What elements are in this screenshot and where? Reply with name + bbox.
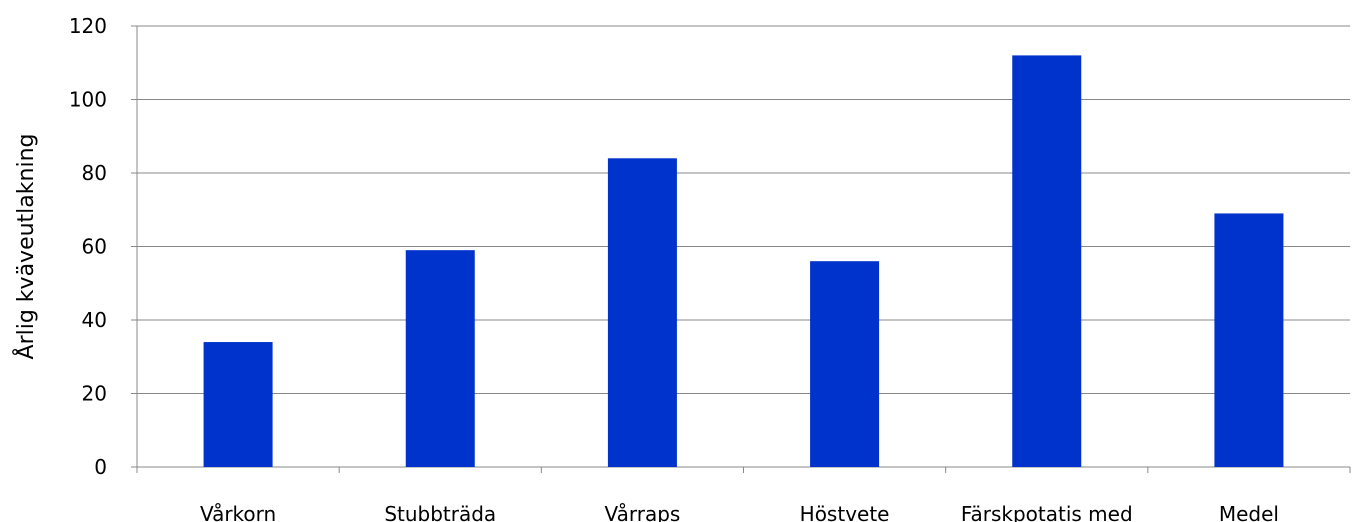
bar-höstvete <box>810 261 880 467</box>
x-category-label: Vårkorn <box>200 502 276 522</box>
bar-vårkorn <box>203 342 273 467</box>
y-tick-label: 0 <box>94 455 107 479</box>
y-axis-title: Årlig kväveutlakning <box>12 134 39 360</box>
x-category-label: Stubbträda <box>384 502 496 522</box>
y-tick-label: 20 <box>82 382 107 406</box>
bar-vårraps <box>607 158 677 468</box>
bar-medel <box>1214 213 1284 467</box>
x-category-label: Vårraps <box>604 502 680 522</box>
y-tick-labels: 0 20 40 60 80 100 120 <box>69 14 107 479</box>
y-tick-label: 40 <box>82 308 107 332</box>
y-tick-label: 120 <box>69 14 107 38</box>
axes <box>131 25 1351 473</box>
y-tick-label: 100 <box>69 88 107 112</box>
x-category-label: Höstvete <box>800 502 890 522</box>
bar-färskpotatis-med <box>1012 55 1082 468</box>
bar-stubbträda <box>405 250 475 467</box>
gridlines <box>137 25 1350 394</box>
y-tick-label: 80 <box>82 161 107 185</box>
y-tick-label: 60 <box>82 235 107 259</box>
x-category-labels: Vårkorn Stubbträda Vårraps Höstvete Färskpot… <box>200 502 1279 522</box>
x-category-label: Färskpotatis med <box>961 502 1133 522</box>
bars <box>203 55 1284 468</box>
x-category-label: Medel <box>1219 502 1279 522</box>
